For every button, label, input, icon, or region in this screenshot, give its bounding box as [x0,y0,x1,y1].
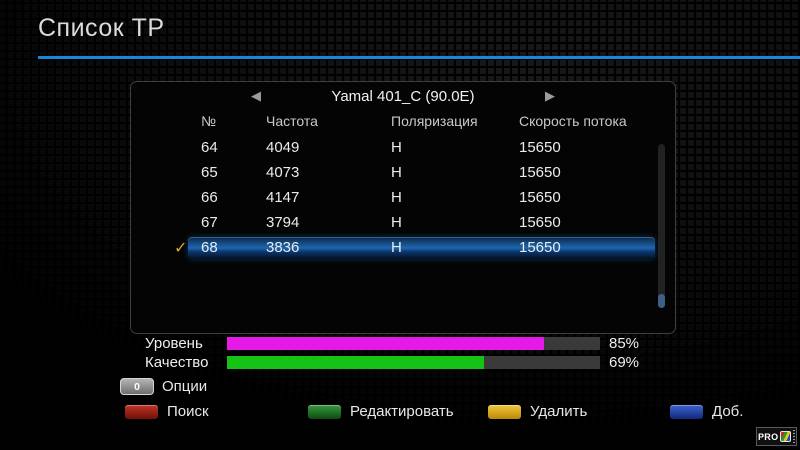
column-number: № [201,113,217,129]
check-icon: ✓ [174,240,188,257]
cell-number: 67 [201,214,218,231]
color-hint-label: Доб. [712,403,744,420]
table-row[interactable]: 67 3794 H 15650 [131,211,675,236]
transponder-panel: ◀ Yamal 401_C (90.0E) ▶ № Частота Поляри… [130,81,676,334]
level-percent: 85% [609,334,640,352]
cell-number: 64 [201,139,218,156]
blue-key-icon [670,404,703,419]
table-row[interactable]: ✓ 68 3836 H 15650 [131,236,675,261]
quality-bar-fill [227,355,485,369]
page-title: Список ТР [38,14,165,42]
cell-polarization: H [391,189,402,206]
table-row[interactable]: 64 4049 H 15650 [131,136,675,161]
prev-satellite-arrow-icon[interactable]: ◀ [251,88,261,103]
options-hint: 0 Опции [120,378,207,395]
column-polarization: Поляризация [391,113,478,129]
level-bar [227,336,600,350]
cell-number: 66 [201,189,218,206]
satellite-selector: ◀ Yamal 401_C (90.0E) ▶ [131,85,675,107]
cell-number: 68 [201,239,218,256]
brand-text: PRO [758,431,779,442]
next-satellite-arrow-icon[interactable]: ▶ [545,88,555,103]
color-hint-label: Редактировать [350,403,454,420]
cell-frequency: 3836 [266,239,300,256]
title-underline [38,56,800,59]
red-hint-button[interactable]: Поиск [125,403,209,420]
quality-percent: 69% [609,353,640,371]
cell-frequency: 3794 [266,214,300,231]
cell-symbol-rate: 15650 [519,239,561,256]
level-label: Уровень [145,334,203,352]
cell-number: 65 [201,164,218,181]
cell-frequency: 4147 [266,189,300,206]
cell-polarization: H [391,239,402,256]
signal-quality-row: Качество 69% [145,353,640,371]
cell-symbol-rate: 15650 [519,189,561,206]
green-key-icon [308,404,341,419]
cell-symbol-rate: 15650 [519,214,561,231]
column-symbol-rate: Скорость потока [519,113,627,129]
cell-polarization: H [391,164,402,181]
protv-logo: PRO [756,427,797,446]
column-frequency: Частота [266,113,318,129]
brand-side-mark [792,430,795,443]
level-bar-fill [227,336,545,350]
scrollbar[interactable] [658,144,665,308]
table-header: № Частота Поляризация Скорость потока [131,113,675,133]
red-key-icon [125,404,158,419]
color-hint-label: Поиск [167,403,209,420]
key-0-button[interactable]: 0 [120,378,154,395]
quality-bar [227,355,600,369]
quality-label: Качество [145,353,209,371]
satellite-name: Yamal 401_C (90.0E) [331,87,475,105]
cell-frequency: 4049 [266,139,300,156]
green-hint-button[interactable]: Редактировать [308,403,454,420]
scrollbar-thumb[interactable] [658,294,665,308]
blue-hint-button[interactable]: Доб. [670,403,743,420]
cell-symbol-rate: 15650 [519,139,561,156]
table-row[interactable]: 65 4073 H 15650 [131,161,675,186]
yellow-key-icon [488,404,521,419]
table-rows: 64 4049 H 15650 65 4073 H 15650 66 4147 … [131,136,675,261]
cell-frequency: 4073 [266,164,300,181]
yellow-hint-button[interactable]: Удалить [488,403,587,420]
tv-color-icon [780,431,791,442]
table-row[interactable]: 66 4147 H 15650 [131,186,675,211]
cell-polarization: H [391,214,402,231]
color-hint-label: Удалить [530,403,588,420]
cell-polarization: H [391,139,402,156]
options-label: Опции [162,378,208,395]
cell-symbol-rate: 15650 [519,164,561,181]
signal-level-row: Уровень 85% [145,334,640,352]
